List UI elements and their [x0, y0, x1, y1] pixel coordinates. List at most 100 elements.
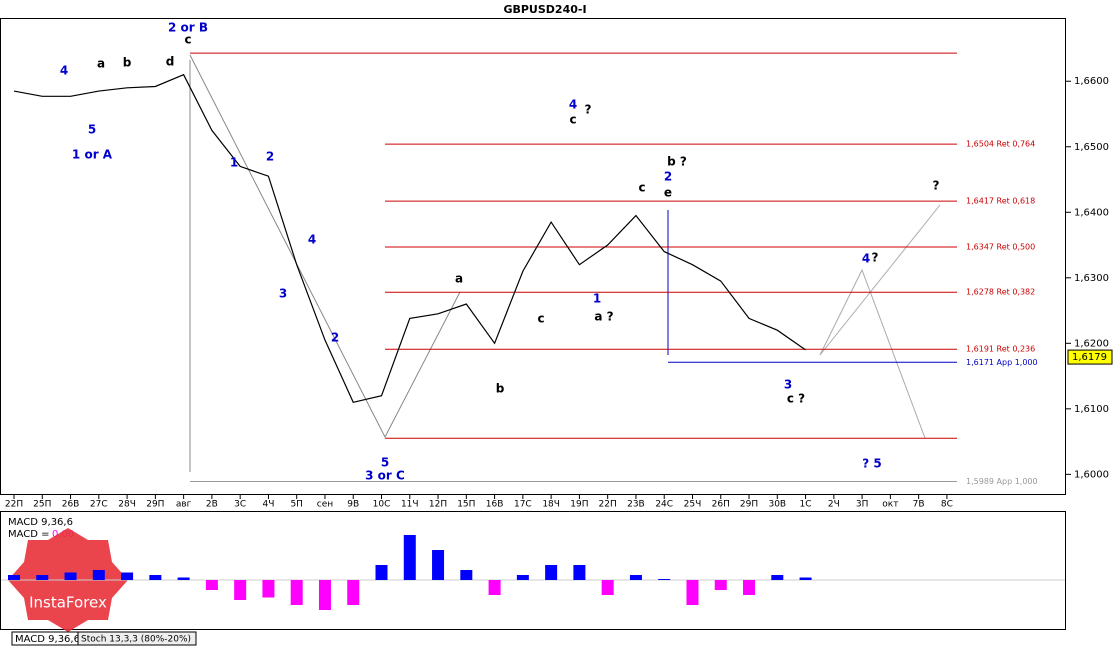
x-tick-label: 12П — [429, 500, 447, 510]
wave-label: a ? — [594, 310, 613, 324]
x-tick-label: 8С — [941, 500, 953, 510]
x-tick-label: 24С — [655, 500, 673, 510]
wave-label: ? 5 — [862, 457, 882, 471]
x-tick-label: 1С — [800, 500, 812, 510]
macd-bar — [516, 575, 529, 580]
x-tick-label: 29П — [740, 500, 758, 510]
wave-label: c — [184, 33, 191, 47]
chart-title: GBPUSD240-I — [503, 3, 586, 16]
macd-bar — [488, 580, 501, 595]
x-tick-label: 10С — [373, 500, 391, 510]
macd-bar — [121, 572, 134, 580]
macd-bar — [460, 570, 473, 580]
wave-label: 1 — [593, 292, 601, 306]
wave-label: c — [638, 181, 645, 195]
wave-label: 4 — [862, 252, 870, 266]
macd-bar — [573, 565, 586, 580]
x-tick-label: 26П — [712, 500, 730, 510]
macd-bar — [743, 580, 756, 595]
y-tick-label: 1,6200 — [1074, 338, 1109, 349]
wave-label: 3 — [784, 378, 792, 392]
y-tick-label: 1,6100 — [1074, 404, 1109, 415]
price-frame — [0, 18, 1066, 495]
wave-label: 2 — [266, 150, 274, 164]
x-tick-label: 18Ч — [542, 500, 560, 510]
x-tick-label: 3С — [234, 500, 246, 510]
x-tick-label: 7В — [913, 500, 925, 510]
y-tick-label: 1,6600 — [1074, 76, 1109, 87]
macd-bar — [149, 575, 162, 580]
y-tick-label: 1,6000 — [1074, 469, 1109, 480]
macd-title: MACD 9,36,6 — [8, 517, 73, 528]
level-label: 1,5989 App 1,000 — [966, 477, 1038, 486]
macd-bar — [347, 580, 360, 605]
wave-label: 2 — [664, 170, 672, 184]
wave-label: c ? — [787, 392, 805, 406]
wave-label: ? — [585, 103, 592, 117]
x-tick-label: 11Ч — [401, 500, 419, 510]
macd-bar — [318, 580, 331, 610]
level-label: 1,6278 Ret 0,382 — [966, 288, 1035, 297]
x-tick-label: 22П — [599, 500, 617, 510]
macd-bar — [234, 580, 247, 600]
last-price-label: 1,6179 — [1072, 352, 1107, 363]
x-tick-label: 26В — [62, 500, 80, 510]
y-tick-label: 1,6500 — [1074, 142, 1109, 153]
x-tick-label: 17С — [514, 500, 532, 510]
wave-label: 2 or B — [168, 21, 208, 35]
wave-label: b ? — [667, 155, 687, 169]
macd-frame — [0, 511, 1066, 630]
tab-label[interactable]: Stoch 13,3,3 (80%-20%) — [81, 635, 191, 645]
tab[interactable] — [77, 631, 197, 646]
macd-bar — [686, 580, 699, 605]
x-tick-label: 3П — [856, 500, 869, 510]
macd-bar — [714, 580, 727, 590]
last-price-box — [1067, 349, 1113, 365]
level-label: 1,6191 Ret 0,236 — [966, 345, 1035, 354]
macd-bar — [8, 575, 20, 580]
wave-label: 5 — [88, 123, 96, 137]
x-tick-label: 15П — [457, 500, 475, 510]
macd-bar — [375, 565, 388, 580]
wave-label: 5 — [381, 456, 389, 470]
macd-bar — [545, 565, 558, 580]
x-tick-label: 19П — [570, 500, 588, 510]
projection — [819, 268, 926, 439]
tab-label[interactable]: MACD 9,36,6 — [15, 634, 80, 645]
level-label: 1,6171 App 1,000 — [966, 358, 1038, 367]
wave-label: 3 — [279, 287, 287, 301]
x-tick-label: сен — [317, 500, 333, 510]
x-tick-label: 30В — [768, 500, 786, 510]
wave-label: 4 — [569, 98, 577, 112]
wave-label: e — [664, 186, 672, 200]
wave-label: ? — [933, 179, 940, 193]
x-tick-label: 5П — [290, 500, 303, 510]
x-tick-label: 4Ч — [262, 500, 274, 510]
wave-label: ? — [872, 251, 879, 265]
macd-bar — [177, 577, 190, 580]
x-tick-label: 27С — [90, 500, 108, 510]
y-tick-label: 1,6300 — [1074, 273, 1109, 284]
macd-bar — [92, 570, 105, 580]
wave-label: 1 or A — [72, 148, 113, 162]
wave-label: 4 — [308, 233, 316, 247]
macd-bar — [432, 550, 445, 580]
x-tick-label: 29П — [146, 500, 164, 510]
wave-label: b — [496, 382, 505, 396]
wave-label: 2 — [331, 331, 339, 345]
wave-label: d — [166, 55, 175, 69]
macd-bar — [601, 580, 614, 595]
wave-label: b — [123, 56, 132, 70]
logo-text: InstaForex — [29, 594, 107, 612]
x-tick-label: 25П — [33, 500, 51, 510]
level-label: 1,6504 Ret 0,764 — [966, 140, 1035, 149]
x-tick-label: окт — [882, 500, 898, 510]
x-tick-label: 28Ч — [118, 500, 136, 510]
x-tick-label: 2Ч — [828, 500, 840, 510]
macd-readout-label: MACD = — [8, 529, 50, 540]
level-label: 1,6347 Ret 0,500 — [966, 243, 1035, 252]
macd-bar — [290, 580, 303, 605]
projection — [819, 204, 941, 356]
x-tick-label: 25Ч — [684, 500, 702, 510]
